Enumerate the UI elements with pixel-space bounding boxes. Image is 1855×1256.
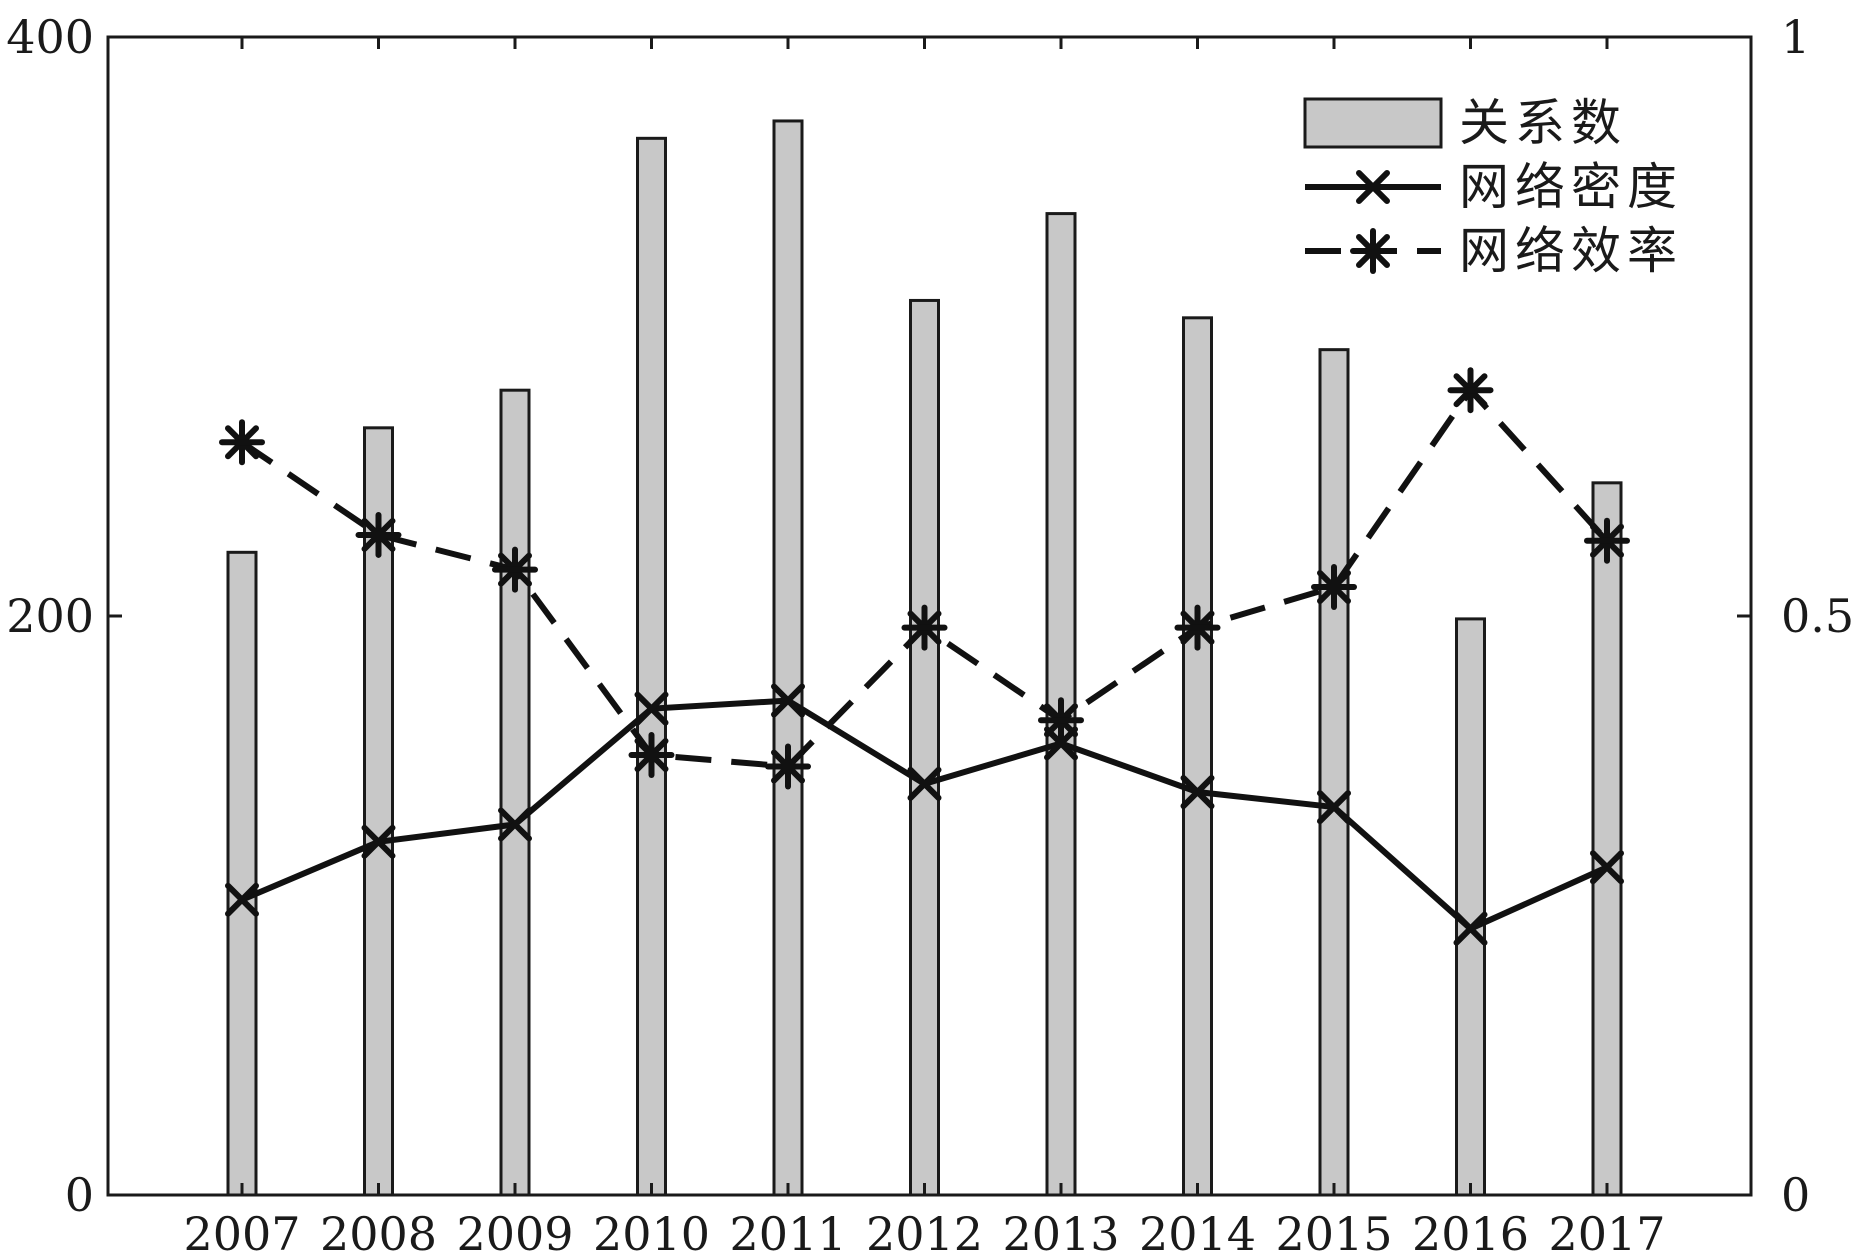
point-1-2012 [907,766,942,801]
point-1-2008 [361,824,396,859]
x-tick-label: 2012 [866,1207,983,1256]
legend-label: 网络效率 [1459,222,1683,280]
bar-2016 [1455,617,1486,1197]
point-1-2011 [771,683,805,718]
point-2-2012 [901,604,948,651]
bar-2010 [636,136,667,1197]
point-2-2017 [1584,517,1630,564]
point-1-2015 [1317,790,1351,825]
point-2-2011 [765,743,811,790]
point-2-2013 [1038,697,1084,744]
legend-marker [1356,170,1390,204]
legend-item-2: 网络密度 [1305,158,1683,216]
point-2-2015 [1311,564,1357,611]
legend-swatch [1303,97,1443,149]
point-1-2007 [225,882,259,917]
point-2-2014 [1174,604,1221,651]
point-1-2009 [498,807,532,842]
line-group [219,367,1630,946]
bar-2014 [1182,316,1213,1197]
y-left-tick-label: 0 [65,1168,94,1222]
point-2-2008 [355,511,402,558]
point-1-2014 [1180,775,1215,810]
legend-item-3: 网络效率 [1305,222,1683,280]
y-left-tick-label: 200 [6,589,94,643]
y-left-tick-label: 400 [6,10,94,64]
legend-label: 网络密度 [1459,158,1683,216]
bar-2017 [1591,481,1623,1197]
x-tick-label: 2008 [320,1207,437,1256]
x-tick-label: 2016 [1412,1207,1529,1256]
bar-2007 [226,550,258,1197]
x-tick-label: 2011 [729,1207,846,1256]
point-1-2016 [1453,911,1488,946]
point-1-2017 [1590,850,1624,885]
point-2-2016 [1447,367,1494,414]
point-2-2010 [628,731,675,778]
point-2-2007 [219,419,265,466]
x-tick-label: 2013 [1002,1207,1119,1256]
y-right-tick-label: 0 [1781,1168,1810,1222]
x-tick-label: 2007 [183,1207,300,1256]
x-tick-label: 2015 [1275,1207,1392,1256]
x-tick-label: 2017 [1548,1207,1665,1256]
bar-group [226,119,1623,1197]
legend-label: 关系数 [1459,94,1627,152]
y-right-tick-label: 0.5 [1781,589,1854,643]
point-2-2009 [492,546,538,593]
legend-item-1: 关系数 [1303,94,1627,152]
x-tick-label: 2009 [456,1207,573,1256]
bar-2009 [499,388,531,1197]
bar-2015 [1318,348,1350,1197]
point-1-2013 [1044,726,1078,761]
bar-2012 [909,298,940,1197]
legend-marker [1350,228,1396,274]
bar-2011 [772,119,804,1197]
point-1-2010 [634,691,669,726]
x-tick-label: 2014 [1139,1207,1256,1256]
axis-ticks: 2007 2008 2009 2010 2011 2012 2013 2014 2015 2016… [6,10,1854,1256]
y-right-tick-label: 1 [1781,10,1810,64]
x-tick-label: 2010 [593,1207,710,1256]
